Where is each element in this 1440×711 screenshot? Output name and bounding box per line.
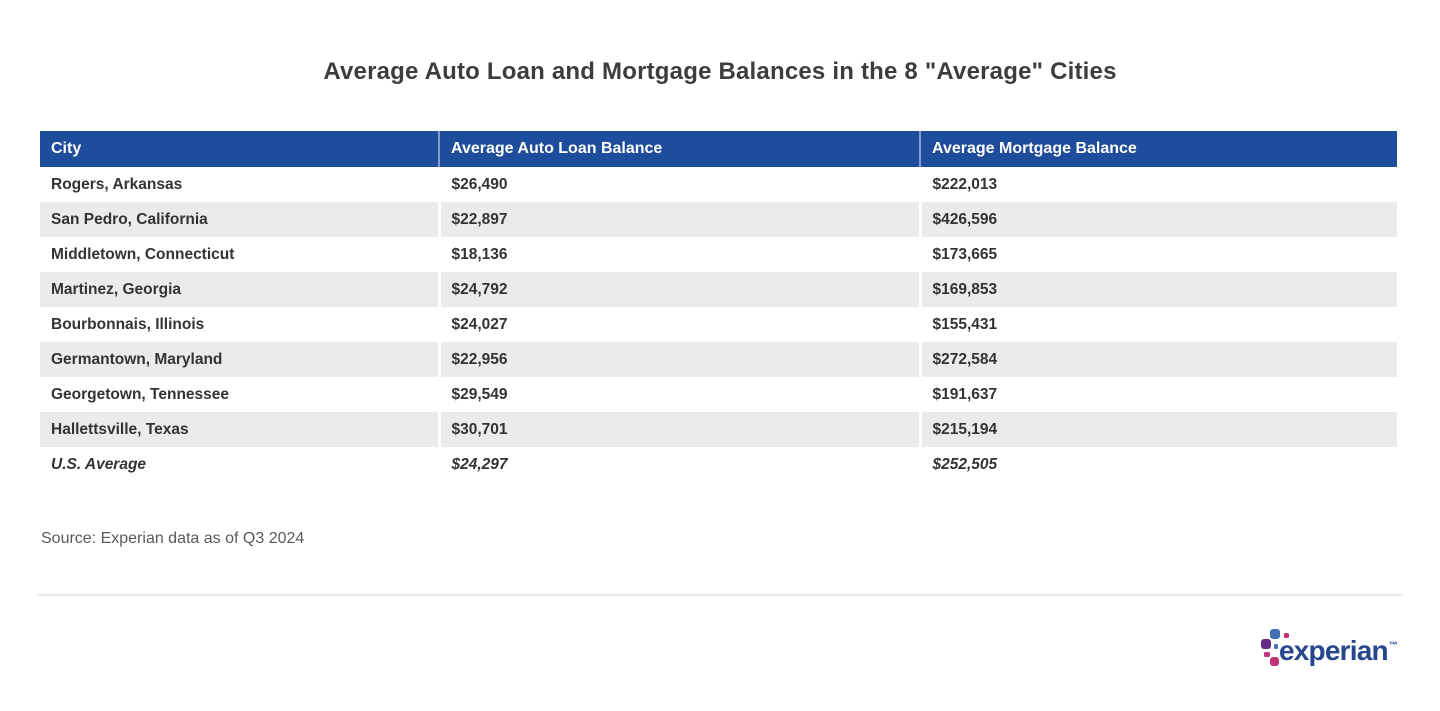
logo-square-magenta-icon xyxy=(1270,657,1279,666)
mortgage-cell: $191,637 xyxy=(920,377,1397,412)
logo-dot-blue-icon xyxy=(1273,644,1278,649)
table-row: San Pedro, California $22,897 $426,596 xyxy=(40,202,1397,237)
column-header-city: City xyxy=(40,131,440,167)
trademark-symbol: ™ xyxy=(1388,640,1398,650)
city-cell: Georgetown, Tennessee xyxy=(40,377,441,412)
city-cell: U.S. Average xyxy=(40,447,441,482)
mortgage-cell: $155,431 xyxy=(920,307,1397,342)
experian-logo-text: experian™ xyxy=(1279,635,1398,666)
table-row: Martinez, Georgia $24,792 $169,853 xyxy=(40,272,1397,307)
city-cell: San Pedro, California xyxy=(40,202,441,237)
logo-dot-magenta-left-icon xyxy=(1264,651,1270,657)
column-header-auto-loan: Average Auto Loan Balance xyxy=(439,131,921,167)
city-cell: Germantown, Maryland xyxy=(40,342,441,377)
source-note: Source: Experian data as of Q3 2024 xyxy=(41,530,305,547)
auto-loan-cell: $22,956 xyxy=(439,342,922,377)
auto-loan-cell: $24,027 xyxy=(439,307,922,342)
city-cell: Rogers, Arkansas xyxy=(40,167,441,202)
table-header-row: City Average Auto Loan Balance Average M… xyxy=(40,131,1397,167)
auto-loan-cell: $24,792 xyxy=(439,272,922,307)
city-cell: Middletown, Connecticut xyxy=(40,237,441,272)
auto-loan-cell: $29,549 xyxy=(439,377,922,412)
table-row-us-average: U.S. Average $24,297 $252,505 xyxy=(40,447,1397,482)
column-header-mortgage: Average Mortgage Balance xyxy=(920,131,1397,167)
logo-dot-magenta-top-icon xyxy=(1284,633,1289,638)
mortgage-cell: $173,665 xyxy=(920,237,1397,272)
mortgage-cell: $169,853 xyxy=(920,272,1397,307)
city-cell: Hallettsville, Texas xyxy=(40,412,441,447)
table-row: Bourbonnais, Illinois $24,027 $155,431 xyxy=(40,307,1397,342)
table-row: Hallettsville, Texas $30,701 $215,194 xyxy=(40,412,1397,447)
table-row: Rogers, Arkansas $26,490 $222,013 xyxy=(40,167,1397,202)
table-row: Middletown, Connecticut $18,136 $173,665 xyxy=(40,237,1397,272)
chart-title: Average Auto Loan and Mortgage Balances … xyxy=(323,58,1117,85)
balances-table: City Average Auto Loan Balance Average M… xyxy=(40,131,1397,482)
auto-loan-cell: $30,701 xyxy=(439,412,922,447)
auto-loan-cell: $24,297 xyxy=(439,447,922,482)
mortgage-cell: $426,596 xyxy=(920,202,1397,237)
table-row: Germantown, Maryland $22,956 $272,584 xyxy=(40,342,1397,377)
mortgage-cell: $252,505 xyxy=(920,447,1397,482)
city-cell: Martinez, Georgia xyxy=(40,272,441,307)
auto-loan-cell: $22,897 xyxy=(439,202,922,237)
logo-square-purple-icon xyxy=(1261,639,1271,649)
mortgage-cell: $222,013 xyxy=(920,167,1397,202)
footer-divider xyxy=(38,594,1402,596)
auto-loan-cell: $26,490 xyxy=(439,167,922,202)
logo-square-blue-icon xyxy=(1270,629,1280,639)
table-row: Georgetown, Tennessee $29,549 $191,637 xyxy=(40,377,1397,412)
mortgage-cell: $272,584 xyxy=(920,342,1397,377)
mortgage-cell: $215,194 xyxy=(920,412,1397,447)
city-cell: Bourbonnais, Illinois xyxy=(40,307,441,342)
experian-logo: experian™ xyxy=(1258,622,1408,682)
auto-loan-cell: $18,136 xyxy=(439,237,922,272)
